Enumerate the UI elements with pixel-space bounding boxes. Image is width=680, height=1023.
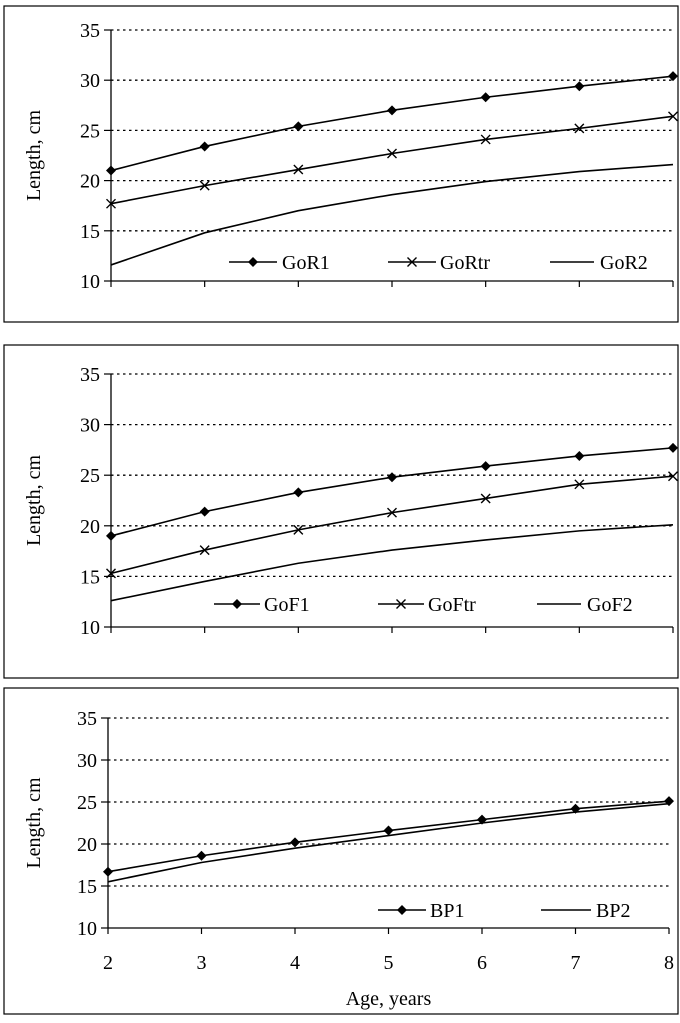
legend-entry-GoR2: GoR2 <box>550 252 648 274</box>
legend-marker-x <box>407 257 417 267</box>
y-tick-label: 25 <box>80 465 100 487</box>
legend-label: GoFtr <box>428 594 476 616</box>
y-tick-label: 35 <box>77 708 97 730</box>
data-point-diamond <box>668 71 678 82</box>
x-tick-label: 8 <box>664 952 674 974</box>
y-tick-label: 10 <box>80 271 100 293</box>
y-tick-label: 30 <box>77 750 97 772</box>
data-point-diamond <box>574 81 585 92</box>
legend-label: GoF1 <box>264 594 310 616</box>
legend-label: BP2 <box>596 900 630 922</box>
y-axis-label: Length, cm <box>23 455 45 547</box>
legend-marker-diamond <box>248 257 258 267</box>
data-point-diamond <box>106 530 116 541</box>
legend-marker-diamond <box>397 905 407 915</box>
x-tick-label: 3 <box>197 952 207 974</box>
data-point-diamond <box>387 105 397 116</box>
y-tick-label: 15 <box>77 876 97 898</box>
y-tick-label: 35 <box>80 364 100 386</box>
series-line <box>110 523 674 602</box>
y-tick-label: 20 <box>77 834 97 856</box>
data-point-diamond <box>290 837 300 848</box>
data-point-x <box>106 568 116 579</box>
data-point-diamond <box>293 121 304 132</box>
panel-frame <box>3 687 679 1015</box>
data-point-x <box>106 198 116 209</box>
y-tick-label: 20 <box>80 171 100 193</box>
chart-panel-3: 10 15 20 25 30 35 2 3 4 5 6 7 8 Length, cm Age, years B… <box>3 687 679 1015</box>
legend-label: GoF2 <box>587 594 633 616</box>
series-GoRtr <box>106 111 678 209</box>
data-point-diamond <box>480 461 491 472</box>
y-tick-label: 25 <box>77 792 97 814</box>
data-point-diamond <box>480 92 491 103</box>
y-axis-label: Length, cm <box>23 777 45 869</box>
data-point-x <box>574 123 585 134</box>
y-tick-label: 10 <box>80 617 100 639</box>
x-tick-label: 4 <box>290 952 300 974</box>
series-GoF2 <box>110 523 674 602</box>
legend-entry-BP1: BP1 <box>378 900 464 922</box>
y-tick-label: 35 <box>80 20 100 42</box>
y-axis-label: Length, cm <box>23 110 45 202</box>
panel-frame <box>3 344 679 679</box>
data-point-x <box>668 471 678 482</box>
legend-entry-GoRtr: GoRtr <box>388 252 490 274</box>
panel-frame <box>3 5 679 323</box>
x-tick-label: 7 <box>571 952 581 974</box>
legend-entry-GoFtr: GoFtr <box>378 594 476 616</box>
data-point-x <box>387 148 397 159</box>
data-point-x <box>387 507 397 518</box>
y-tick-label: 30 <box>80 70 100 92</box>
x-axis-label: Age, years <box>346 988 432 1010</box>
y-tick-label: 15 <box>80 221 100 243</box>
data-point-diamond <box>574 450 585 461</box>
chart-panel-2: 10 15 20 25 30 35 Length, cm GoF1 GoFtr GoF2 <box>3 344 679 679</box>
data-point-x <box>199 545 210 556</box>
data-point-x <box>199 180 210 191</box>
series-GoR2 <box>110 163 674 266</box>
data-point-diamond <box>387 472 397 483</box>
data-point-x <box>668 111 678 122</box>
series-GoFtr <box>106 471 678 579</box>
y-tick-label: 25 <box>80 120 100 142</box>
legend-label: BP1 <box>430 900 464 922</box>
legend-entry-BP2: BP2 <box>541 900 630 922</box>
data-point-diamond <box>199 506 210 517</box>
legend-label: GoR2 <box>600 252 648 274</box>
data-point-diamond <box>383 825 394 836</box>
y-tick-label: 15 <box>80 566 100 588</box>
legend-marker-diamond <box>232 599 242 609</box>
data-point-diamond <box>103 866 113 877</box>
data-point-x <box>293 524 304 535</box>
data-point-x <box>480 493 491 504</box>
series-line <box>110 163 674 266</box>
x-tick-label: 5 <box>384 952 394 974</box>
data-point-diamond <box>293 487 304 498</box>
legend-entry-GoR1: GoR1 <box>229 252 330 274</box>
data-point-x <box>293 164 304 175</box>
y-tick-label: 20 <box>80 516 100 538</box>
series-GoR1 <box>106 71 678 176</box>
data-point-diamond <box>668 442 678 453</box>
data-point-diamond <box>106 165 116 176</box>
legend-label: GoRtr <box>440 252 490 274</box>
legend-label: GoR1 <box>282 252 330 274</box>
x-tick-label: 2 <box>103 952 113 974</box>
series-BP2 <box>107 802 670 883</box>
legend-entry-GoF1: GoF1 <box>214 594 310 616</box>
data-point-diamond <box>196 850 207 861</box>
legend-marker-x <box>396 599 406 609</box>
y-tick-label: 10 <box>77 918 97 940</box>
series-GoF1 <box>106 442 678 541</box>
x-tick-label: 6 <box>477 952 487 974</box>
data-point-diamond <box>199 141 210 152</box>
data-point-x <box>480 134 491 145</box>
legend-entry-GoF2: GoF2 <box>537 594 633 616</box>
chart-panel-1: 10 15 20 25 30 35 Length, cm GoR1 GoRtr GoR2 <box>3 5 679 323</box>
series-line <box>107 802 670 883</box>
y-tick-label: 30 <box>80 415 100 437</box>
data-point-x <box>574 479 585 490</box>
